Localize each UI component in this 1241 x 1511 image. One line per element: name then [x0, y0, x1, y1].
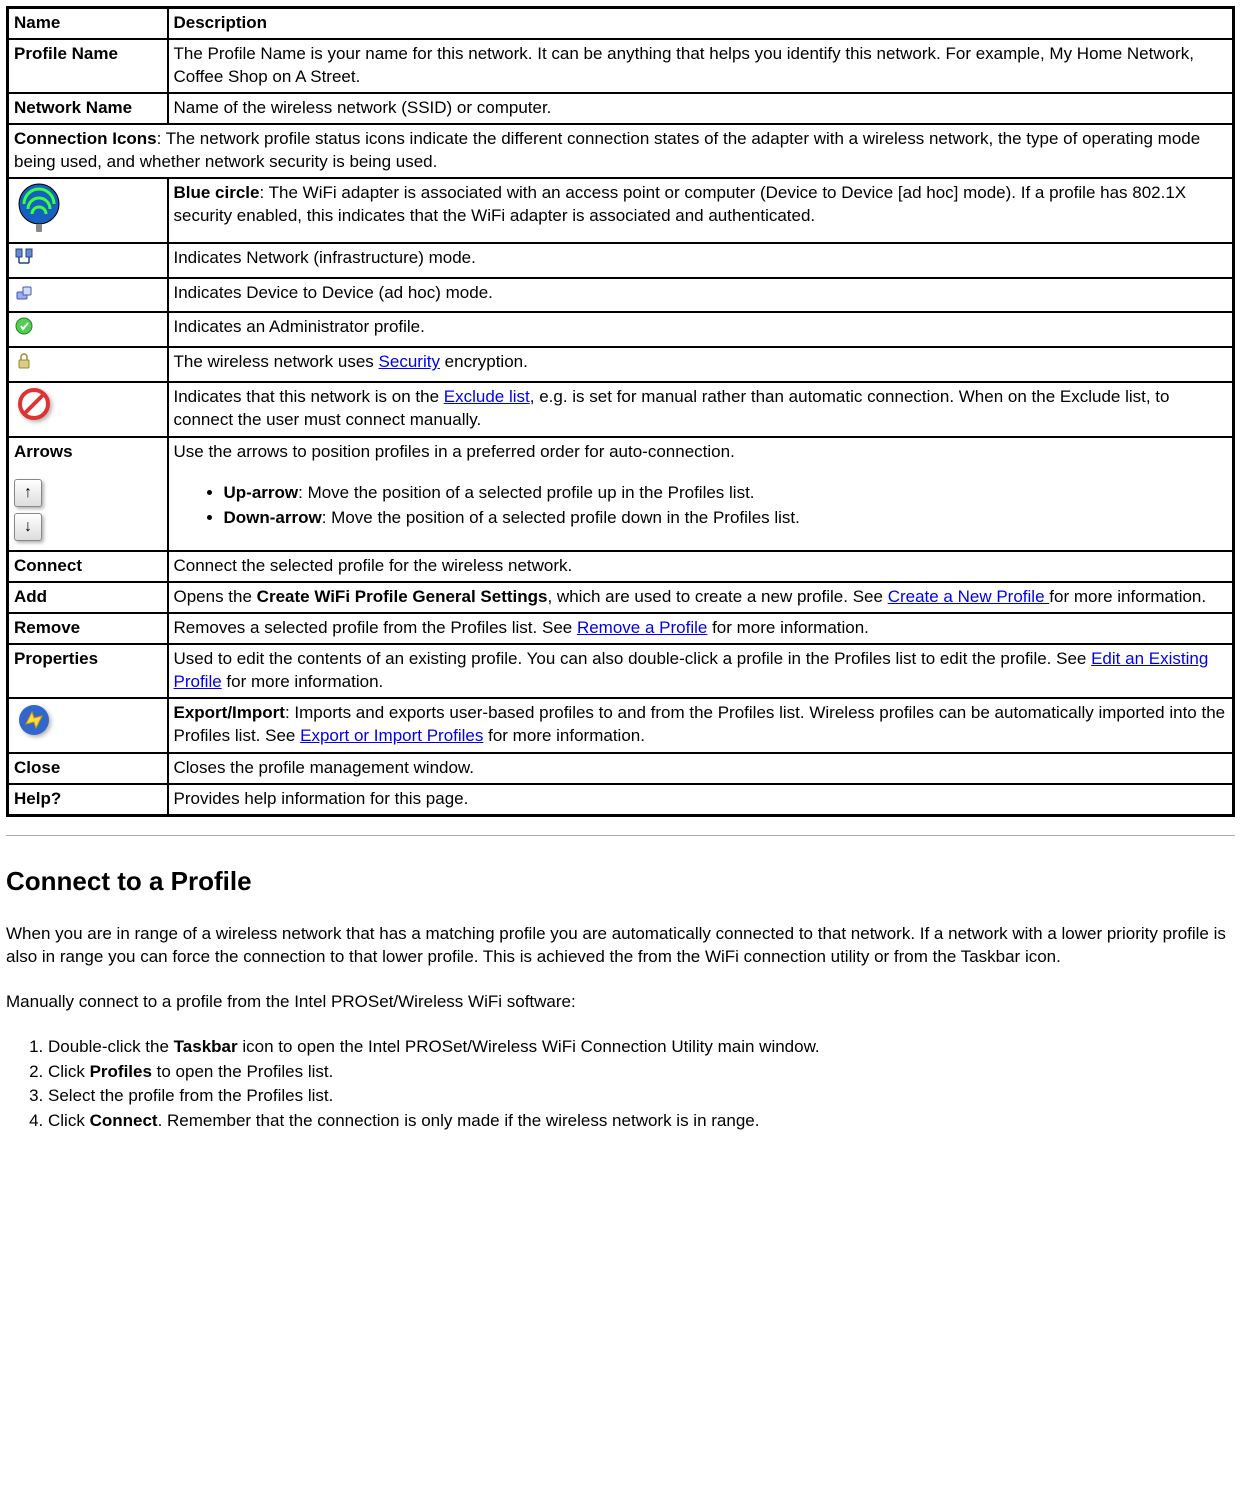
- row-arrows-desc: Use the arrows to position profiles in a…: [168, 437, 1234, 551]
- adhoc-icon: [14, 282, 34, 302]
- row-close-label: Close: [8, 753, 168, 784]
- remove-profile-link[interactable]: Remove a Profile: [577, 618, 707, 637]
- create-new-profile-link[interactable]: Create a New Profile: [888, 587, 1050, 606]
- up-arrow-button[interactable]: ↑: [14, 479, 42, 507]
- admin-icon: [14, 316, 34, 336]
- row-adhoc-desc: Indicates Device to Device (ad hoc) mode…: [168, 278, 1234, 313]
- row-properties-label: Properties: [8, 644, 168, 698]
- connect-para2: Manually connect to a profile from the I…: [6, 991, 1235, 1014]
- wifi-connected-icon: [14, 182, 64, 232]
- step-1: Double-click the Taskbar icon to open th…: [48, 1036, 1235, 1059]
- profiles-table: Name Description Profile Name The Profil…: [6, 6, 1235, 817]
- step-4: Click Connect. Remember that the connect…: [48, 1110, 1235, 1133]
- row-exclude-desc: Indicates that this network is on the Ex…: [168, 382, 1234, 437]
- row-add-label: Add: [8, 582, 168, 613]
- infrastructure-icon: [14, 247, 34, 267]
- row-admin-desc: Indicates an Administrator profile.: [168, 312, 1234, 347]
- down-arrow-item: Down-arrow: Move the position of a selec…: [224, 507, 1228, 530]
- connect-to-profile-heading: Connect to a Profile: [6, 864, 1235, 899]
- up-arrow-item: Up-arrow: Move the position of a selecte…: [224, 482, 1228, 505]
- adhoc-icon-cell: [8, 278, 168, 313]
- row-close-desc: Closes the profile management window.: [168, 753, 1234, 784]
- row-profile-name-label: Profile Name: [8, 39, 168, 93]
- row-connect-desc: Connect the selected profile for the wir…: [168, 551, 1234, 582]
- admin-icon-cell: [8, 312, 168, 347]
- row-export-import-desc: Export/Import: Imports and exports user-…: [168, 698, 1234, 753]
- security-link[interactable]: Security: [379, 352, 440, 371]
- row-profile-name-desc: The Profile Name is your name for this n…: [168, 39, 1234, 93]
- exclude-icon-cell: [8, 382, 168, 437]
- header-desc: Description: [168, 8, 1234, 39]
- row-remove-desc: Removes a selected profile from the Prof…: [168, 613, 1234, 644]
- lock-icon: [14, 351, 34, 371]
- row-infra-desc: Indicates Network (infrastructure) mode.: [168, 243, 1234, 278]
- row-blue-circle-desc: Blue circle: The WiFi adapter is associa…: [168, 178, 1234, 243]
- export-import-profiles-link[interactable]: Export or Import Profiles: [300, 726, 483, 745]
- exclude-list-link[interactable]: Exclude list: [444, 387, 530, 406]
- row-properties-desc: Used to edit the contents of an existing…: [168, 644, 1234, 698]
- row-connection-icons: Connection Icons: The network profile st…: [8, 124, 1234, 178]
- step-3: Select the profile from the Profiles lis…: [48, 1085, 1235, 1108]
- row-help-label: Help?: [8, 784, 168, 815]
- exclude-icon: [14, 386, 54, 426]
- row-add-desc: Opens the Create WiFi Profile General Se…: [168, 582, 1234, 613]
- connect-para1: When you are in range of a wireless netw…: [6, 923, 1235, 969]
- security-icon-cell: [8, 347, 168, 382]
- row-help-desc: Provides help information for this page.: [168, 784, 1234, 815]
- export-import-icon-cell: [8, 698, 168, 753]
- infrastructure-icon-cell: [8, 243, 168, 278]
- row-arrows-label: Arrows ↑ ↓: [8, 437, 168, 551]
- row-security-desc: The wireless network uses Security encry…: [168, 347, 1234, 382]
- down-arrow-button[interactable]: ↓: [14, 513, 42, 541]
- divider: [6, 835, 1235, 836]
- step-2: Click Profiles to open the Profiles list…: [48, 1061, 1235, 1084]
- row-connect-label: Connect: [8, 551, 168, 582]
- row-remove-label: Remove: [8, 613, 168, 644]
- row-network-name-label: Network Name: [8, 93, 168, 124]
- connect-steps: Double-click the Taskbar icon to open th…: [6, 1036, 1235, 1134]
- row-network-name-desc: Name of the wireless network (SSID) or c…: [168, 93, 1234, 124]
- export-import-icon: [14, 702, 54, 742]
- header-name: Name: [8, 8, 168, 39]
- wifi-connected-icon-cell: [8, 178, 168, 243]
